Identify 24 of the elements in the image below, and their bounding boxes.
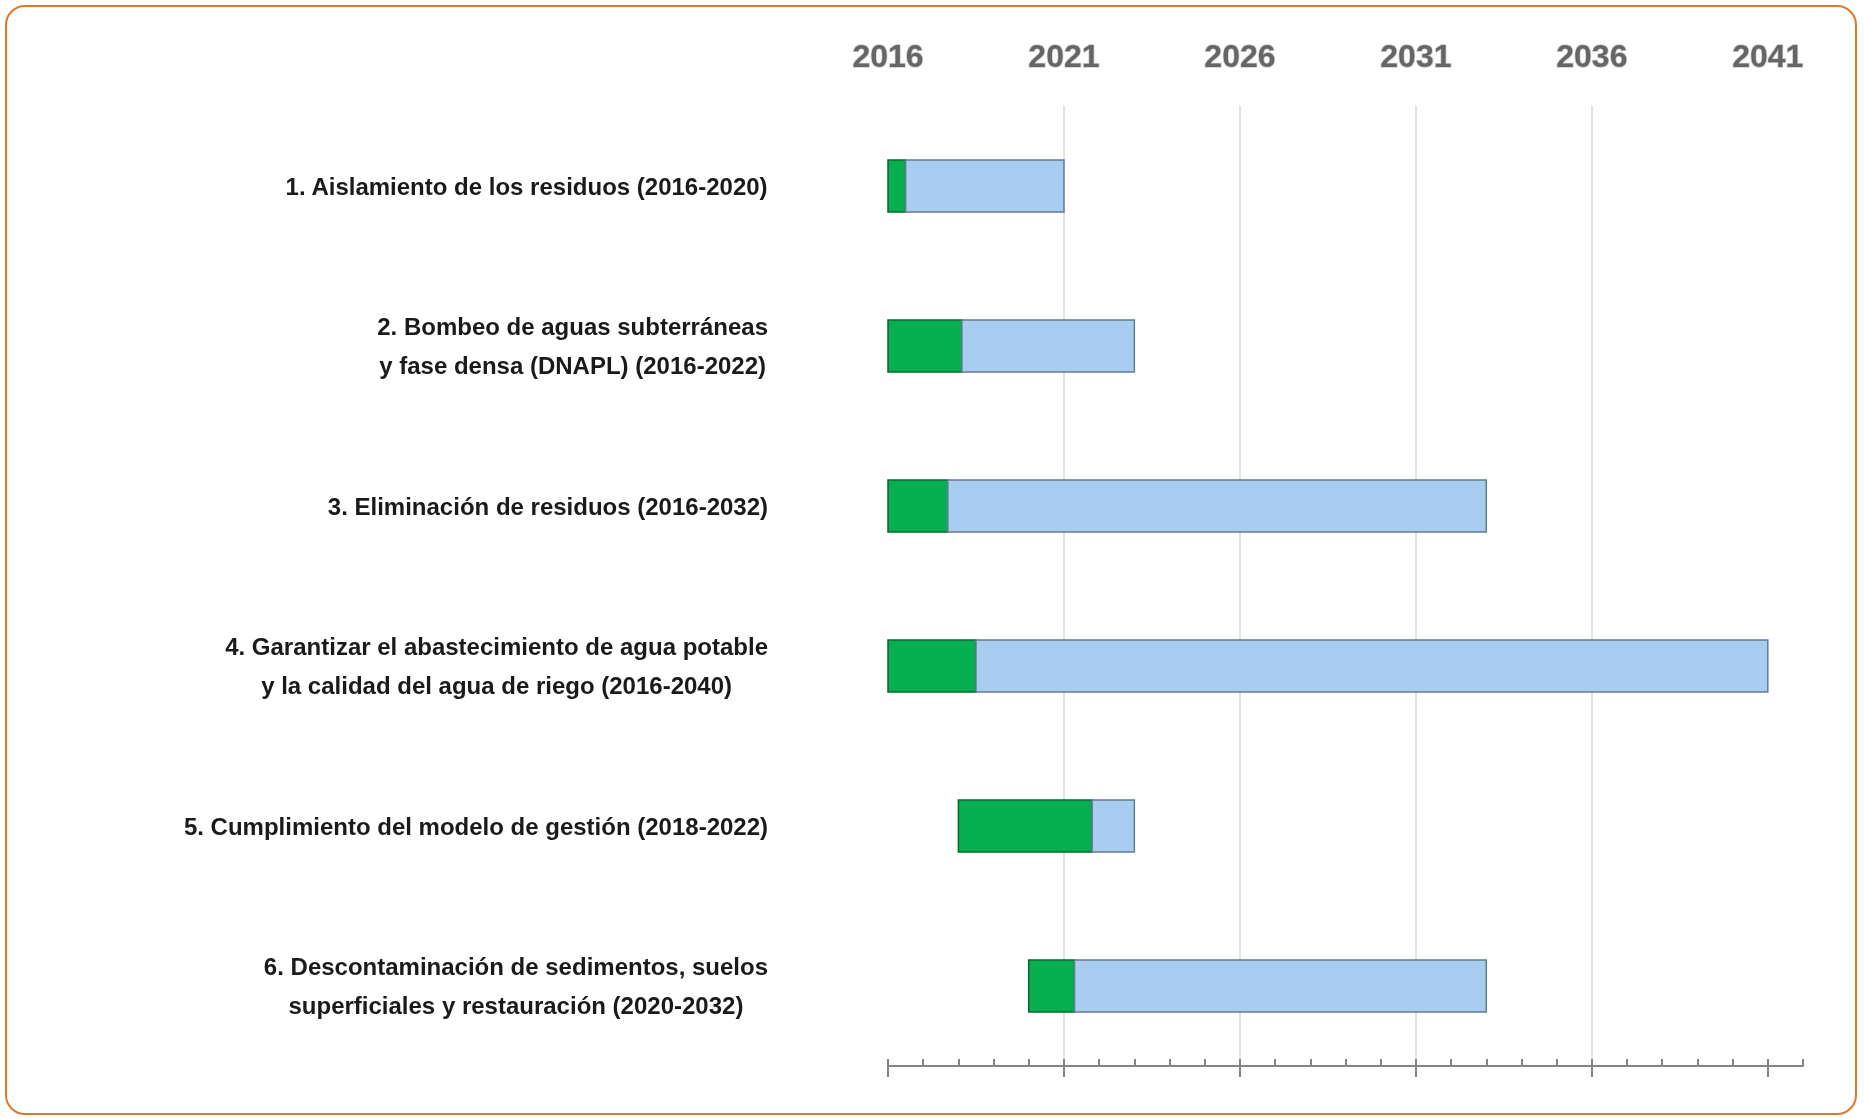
x-tick-label: 2036 [1556,38,1628,74]
bar [887,479,949,533]
bar [1091,799,1136,853]
bar [947,479,1488,533]
bar [887,639,977,693]
y-tick-label: 2. Bombeo de aguas subterráneas y fase densa (DNAPL) (2016-2022) [377,313,768,379]
bar [904,159,1065,213]
y-tick-label: 1. Aislamiento de los residuos (2016-2020) [285,172,768,200]
bar [975,639,1769,693]
x-tick-label: 2026 [1204,38,1276,74]
bar [1073,959,1488,1013]
y-tick-label: 6. Descontaminación de sedimentos, suelos superficiales y restauración (2020-2032) [263,953,768,1019]
bar [1028,959,1076,1013]
x-tick-label: 2041 [1732,38,1804,74]
bar [887,159,907,213]
bar [887,319,963,373]
y-tick-label: 5. Cumplimiento del modelo de gestión (2018-2022) [183,812,768,840]
bar [957,799,1093,853]
y-tick-label: 3. Eliminación de residuos (2016-2032) [327,492,768,520]
x-tick-label: 2016 [852,38,924,74]
x-tick-label: 2021 [1028,38,1100,74]
bar [961,319,1136,373]
y-tick-label: 4. Garantizar el abastecimiento de agua potable y la calidad del agua de riego (2016-2040) [225,633,768,699]
x-tick-label: 2031 [1380,38,1452,74]
